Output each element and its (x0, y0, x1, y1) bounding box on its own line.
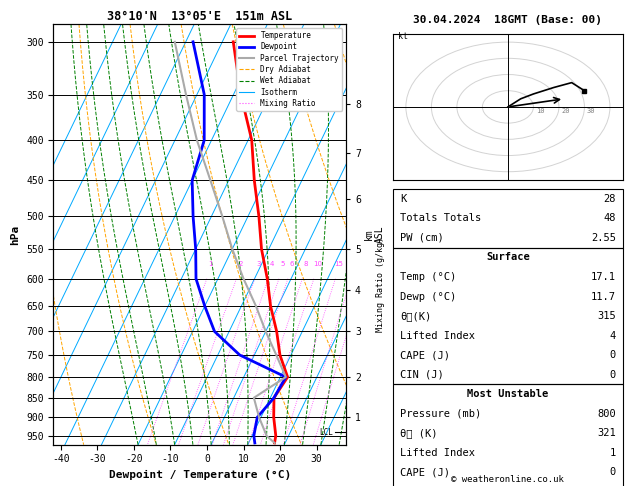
Text: 17.1: 17.1 (591, 272, 616, 282)
Text: Surface: Surface (486, 252, 530, 262)
Text: Lifted Index: Lifted Index (400, 448, 475, 458)
Text: LCL: LCL (320, 428, 333, 437)
Text: 0: 0 (610, 350, 616, 360)
Text: 1: 1 (209, 261, 213, 267)
Text: 10: 10 (536, 108, 545, 114)
Text: Dewp (°C): Dewp (°C) (400, 292, 456, 301)
Text: 0: 0 (610, 468, 616, 477)
Text: 3: 3 (257, 261, 261, 267)
Text: Most Unstable: Most Unstable (467, 389, 548, 399)
Text: 315: 315 (597, 311, 616, 321)
X-axis label: Dewpoint / Temperature (°C): Dewpoint / Temperature (°C) (109, 470, 291, 480)
Text: Pressure (mb): Pressure (mb) (400, 409, 481, 419)
Text: 15: 15 (335, 261, 343, 267)
Text: 5: 5 (281, 261, 285, 267)
Text: 4: 4 (270, 261, 274, 267)
Text: K: K (400, 194, 406, 204)
Text: 321: 321 (597, 428, 616, 438)
Text: 1: 1 (610, 448, 616, 458)
Text: 11.7: 11.7 (591, 292, 616, 301)
Text: Mixing Ratio (g/kg): Mixing Ratio (g/kg) (376, 238, 385, 332)
Text: PW (cm): PW (cm) (400, 233, 444, 243)
Text: 28: 28 (603, 194, 616, 204)
Text: 10: 10 (313, 261, 322, 267)
Text: 4: 4 (610, 330, 616, 341)
Text: 48: 48 (603, 213, 616, 224)
Text: 30: 30 (587, 108, 596, 114)
Text: CAPE (J): CAPE (J) (400, 350, 450, 360)
Text: CIN (J): CIN (J) (400, 370, 444, 380)
Text: 2.55: 2.55 (591, 233, 616, 243)
Text: kt: kt (398, 32, 408, 41)
Text: 6: 6 (289, 261, 294, 267)
Title: 38°10'N  13°05'E  151m ASL: 38°10'N 13°05'E 151m ASL (107, 10, 292, 23)
Text: 2: 2 (238, 261, 243, 267)
Text: Temp (°C): Temp (°C) (400, 272, 456, 282)
Text: © weatheronline.co.uk: © weatheronline.co.uk (452, 474, 564, 484)
Text: CAPE (J): CAPE (J) (400, 468, 450, 477)
Text: 8: 8 (304, 261, 308, 267)
Text: Totals Totals: Totals Totals (400, 213, 481, 224)
Text: 30.04.2024  18GMT (Base: 00): 30.04.2024 18GMT (Base: 00) (413, 15, 603, 25)
Text: Lifted Index: Lifted Index (400, 330, 475, 341)
Bar (393, 248, 623, 384)
Bar (393, 189, 623, 248)
Text: 0: 0 (610, 370, 616, 380)
Bar (393, 384, 623, 486)
Text: θᴇ(K): θᴇ(K) (400, 311, 431, 321)
Y-axis label: km
ASL: km ASL (364, 226, 385, 243)
Y-axis label: hPa: hPa (11, 225, 21, 244)
Text: 800: 800 (597, 409, 616, 419)
Text: θᴇ (K): θᴇ (K) (400, 428, 438, 438)
Text: 20: 20 (562, 108, 570, 114)
Legend: Temperature, Dewpoint, Parcel Trajectory, Dry Adiabat, Wet Adiabat, Isotherm, Mi: Temperature, Dewpoint, Parcel Trajectory… (236, 28, 342, 111)
